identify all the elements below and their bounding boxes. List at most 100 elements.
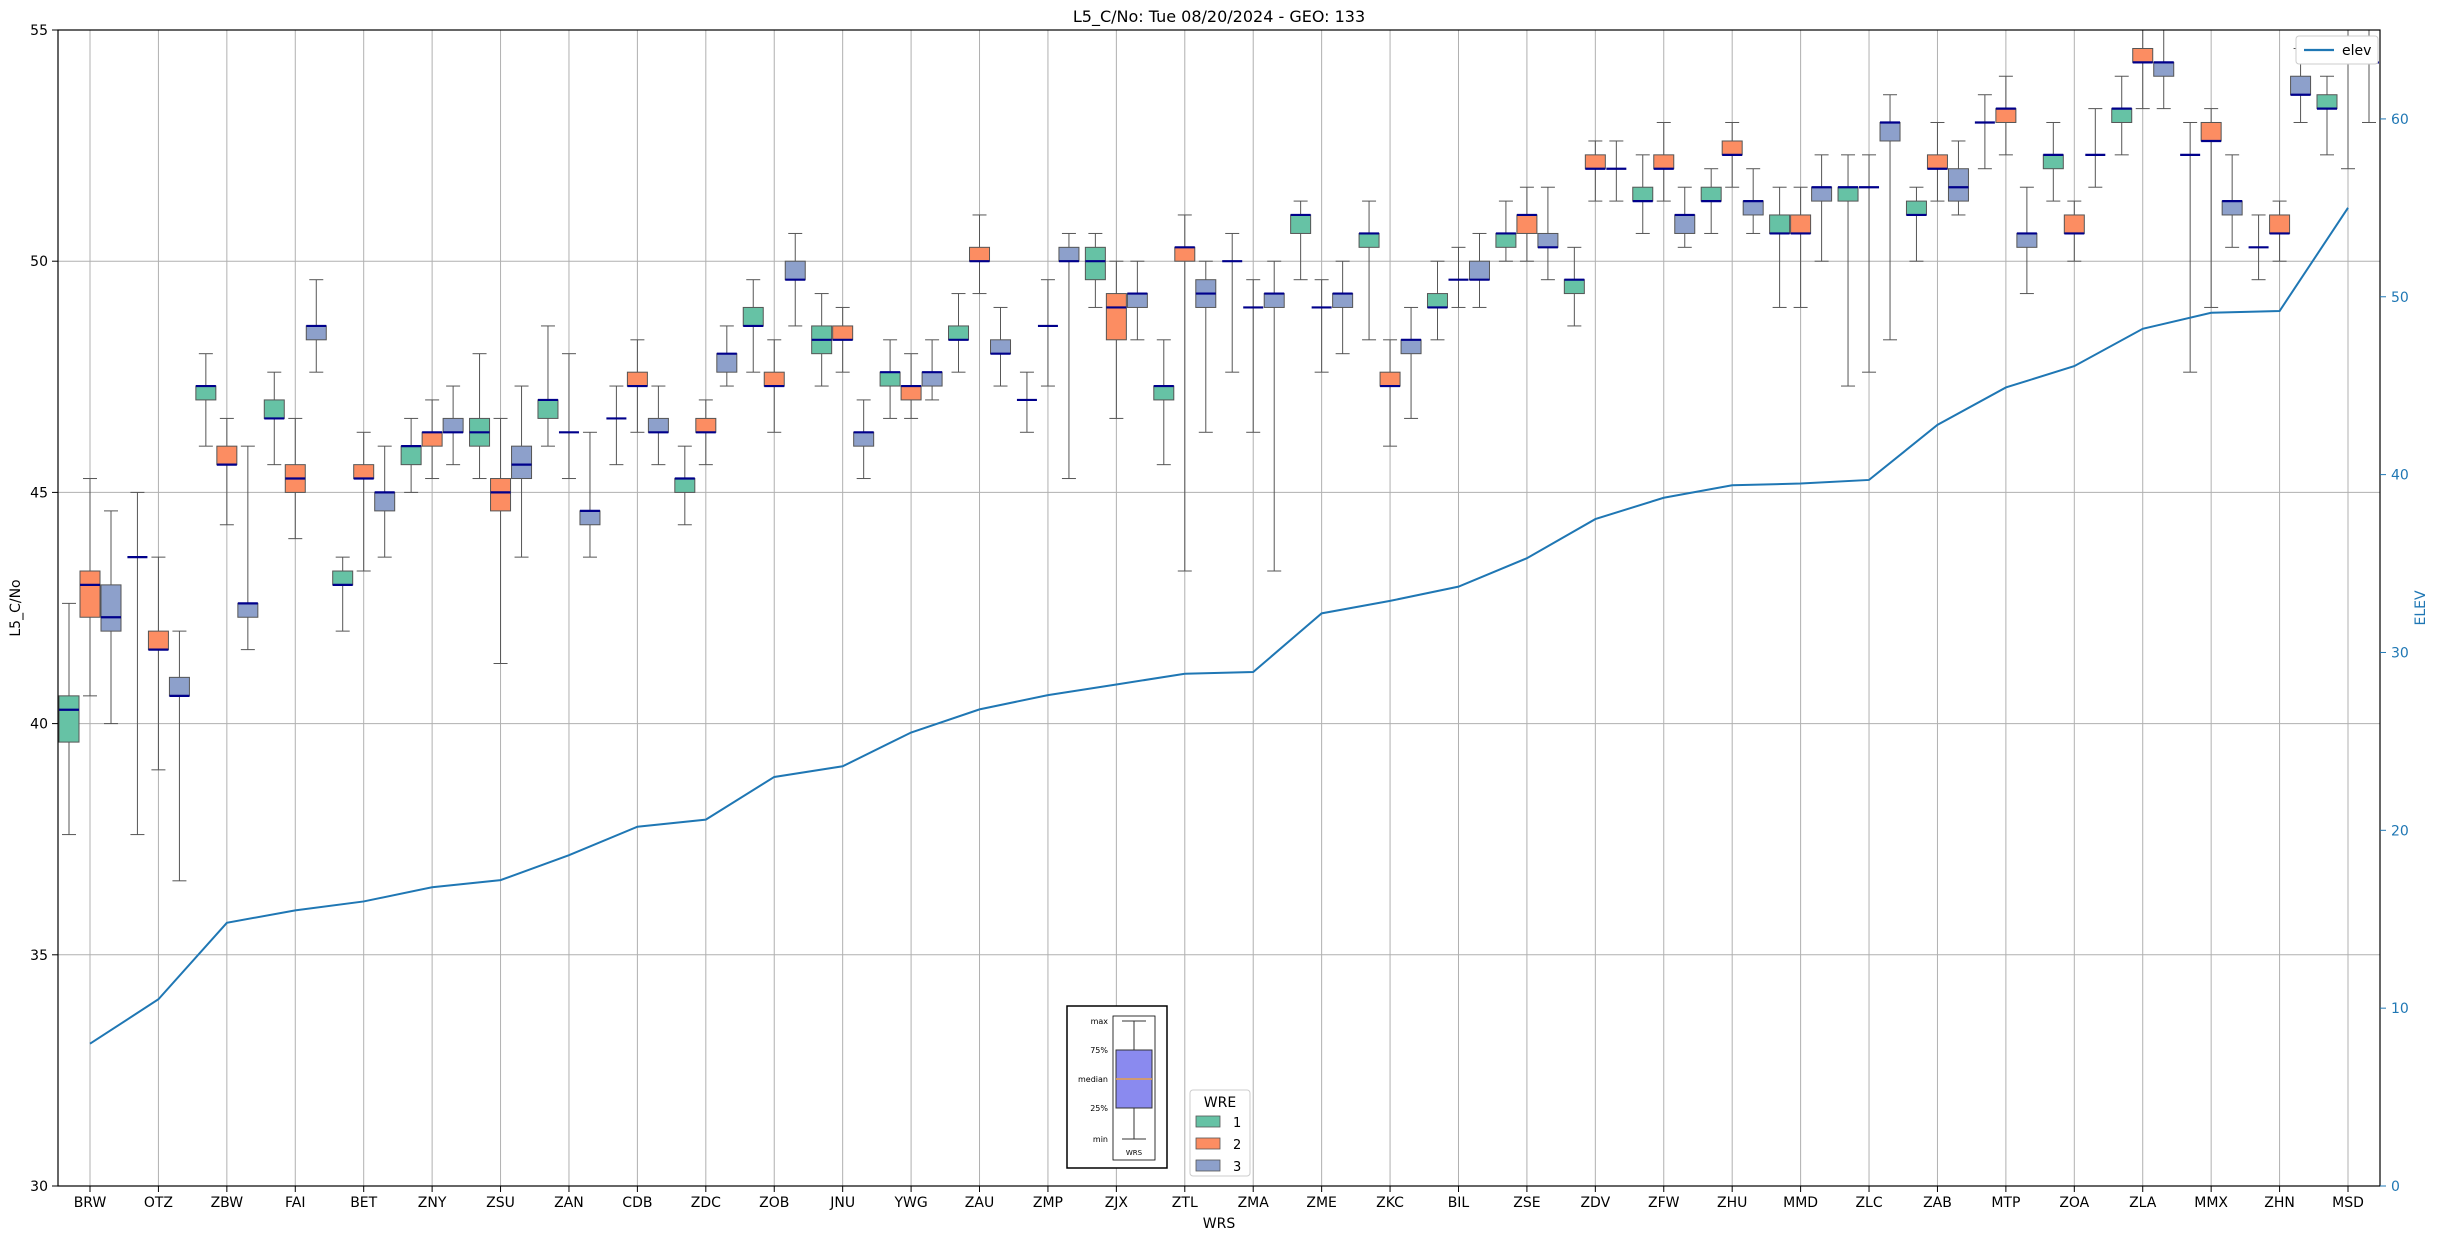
box-iqr xyxy=(332,570,354,586)
x-tick-label: ZLC xyxy=(1855,1195,1882,1211)
box-iqr xyxy=(674,478,696,493)
box-ZMP-wre2 xyxy=(1037,279,1058,387)
box-ZKC-wre1 xyxy=(1358,200,1380,341)
box-ZBW-wre2 xyxy=(216,417,238,526)
box-ZME-wre2 xyxy=(1311,279,1332,373)
x-tick-label: ZAU xyxy=(965,1195,994,1211)
x-tick-label: ZNY xyxy=(418,1195,447,1211)
box-iqr xyxy=(742,306,764,327)
box-iqr xyxy=(1084,246,1106,281)
box-ZKC-wre3 xyxy=(1400,306,1422,419)
y-tick-label: 30 xyxy=(30,1179,48,1195)
box-iqr xyxy=(216,445,238,466)
box-iqr xyxy=(1811,186,1833,202)
box-ZLA-wre1 xyxy=(2111,75,2133,156)
box-ZAB-wre3 xyxy=(1947,140,1969,216)
box-iqr xyxy=(1584,154,1606,170)
box-iqr xyxy=(237,602,259,618)
x-tick-label: MSD xyxy=(2332,1195,2364,1211)
box-iqr xyxy=(1105,293,1127,341)
y2-tick-label: 20 xyxy=(2391,823,2409,839)
box-ZAB-wre2 xyxy=(1926,121,1948,202)
y-tick-label: 55 xyxy=(30,23,48,39)
box-ZLC-wre3 xyxy=(1879,94,1901,341)
y-tick-label: 45 xyxy=(30,485,48,501)
box-iqr xyxy=(695,417,717,433)
box-MTP-wre1 xyxy=(1974,94,1995,170)
wre-legend-swatch-3 xyxy=(1195,1159,1221,1172)
box-ZDC-wre3 xyxy=(716,325,738,387)
box-groups xyxy=(58,29,2379,882)
box-iqr xyxy=(853,431,875,447)
box-ZME-wre3 xyxy=(1332,260,1354,355)
x-tick-label: ZOB xyxy=(759,1195,789,1211)
x-tick-label: ZLA xyxy=(2129,1195,2157,1211)
x-tick-label: ZAB xyxy=(1923,1195,1952,1211)
x-tick-label: ZMA xyxy=(1238,1195,1270,1211)
box-ZSE-wre2 xyxy=(1516,186,1538,262)
box-JNU-wre1 xyxy=(811,293,833,387)
box-iqr xyxy=(1674,214,1696,234)
box-iqr xyxy=(79,570,101,618)
box-MMD-wre1 xyxy=(1769,186,1791,308)
box-ZAN-wre1 xyxy=(537,325,559,447)
box-BET-wre3 xyxy=(374,445,396,558)
box-iqr xyxy=(948,325,970,341)
box-MMX-wre1 xyxy=(2180,121,2201,373)
box-ZJX-wre1 xyxy=(1084,232,1106,308)
box-iqr xyxy=(511,445,533,480)
box-ZTL-wre1 xyxy=(1153,339,1175,466)
box-iqr xyxy=(1879,121,1901,142)
box-iqr xyxy=(716,353,738,373)
box-ZSU-wre2 xyxy=(490,417,512,664)
box-iqr xyxy=(58,695,80,743)
box-iqr xyxy=(1947,168,1969,202)
box-iqr xyxy=(2063,214,2085,234)
box-iqr xyxy=(353,464,375,480)
box-ZAU-wre2 xyxy=(969,214,991,295)
x-tick-label: BIL xyxy=(1448,1195,1470,1211)
box-ZDV-wre3 xyxy=(1606,140,1627,202)
box-ZAN-wre2 xyxy=(558,353,579,480)
box-ZTL-wre2 xyxy=(1174,214,1196,572)
box-iqr xyxy=(990,339,1012,355)
box-iqr xyxy=(626,371,648,387)
box-JNU-wre3 xyxy=(853,399,875,480)
box-OTZ-wre1 xyxy=(127,491,148,836)
box-iqr xyxy=(1174,246,1196,262)
box-ZDC-wre1 xyxy=(674,445,696,526)
box-iqr xyxy=(1495,232,1517,248)
y-tick-label: 35 xyxy=(30,948,48,964)
box-iqr xyxy=(2111,108,2133,123)
x-tick-label: BRW xyxy=(74,1195,107,1211)
box-ZOB-wre1 xyxy=(742,279,764,373)
x-axis-label: WRS xyxy=(1203,1216,1236,1232)
box-ZHU-wre1 xyxy=(1700,168,1722,234)
box-CDB-wre3 xyxy=(647,385,669,466)
boxplot-key-inset: max 75% median 25% min WRS xyxy=(1066,1005,1168,1169)
box-iqr xyxy=(1653,154,1675,170)
box-iqr xyxy=(647,417,669,433)
box-ZJX-wre2 xyxy=(1105,260,1127,419)
x-tick-label: JNU xyxy=(829,1195,855,1211)
box-ZOB-wre2 xyxy=(763,339,785,433)
box-CDB-wre2 xyxy=(626,339,648,433)
box-MSD-wre1 xyxy=(2316,75,2338,156)
box-ZSU-wre1 xyxy=(469,353,491,480)
line-legend: elev xyxy=(2295,35,2379,65)
box-ZBW-wre1 xyxy=(195,353,217,447)
x-tick-label: MTP xyxy=(1991,1195,2020,1211)
box-iqr xyxy=(1632,186,1654,202)
box-iqr xyxy=(921,371,943,387)
box-YWG-wre3 xyxy=(921,339,943,401)
box-iqr xyxy=(1769,214,1791,234)
box-ZAB-wre1 xyxy=(1905,186,1927,262)
box-MMX-wre3 xyxy=(2221,154,2243,248)
box-ZNY-wre3 xyxy=(442,385,464,466)
box-iqr xyxy=(832,325,854,341)
x-tick-label: ZHN xyxy=(2264,1195,2295,1211)
x-tick-label: ZTL xyxy=(1172,1195,1198,1211)
box-ZLC-wre1 xyxy=(1837,154,1859,387)
wre-legend-swatch-1 xyxy=(1195,1115,1221,1128)
